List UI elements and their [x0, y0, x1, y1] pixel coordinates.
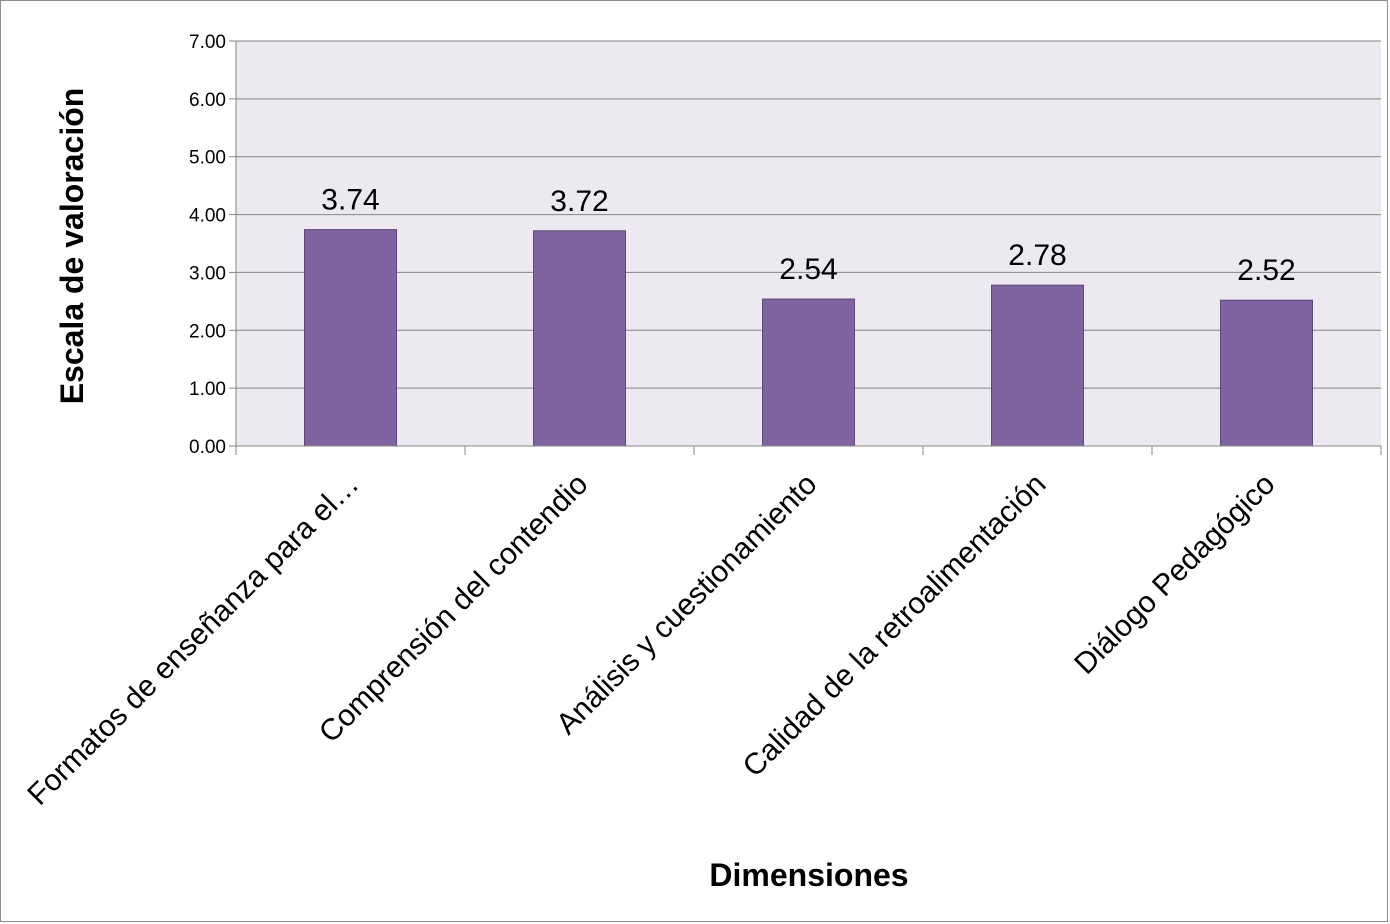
y-tick-label: 0.00 [189, 437, 226, 458]
x-axis-title: Dimensiones [709, 857, 908, 893]
category-label: Formatos de enseñanza para el… [21, 468, 365, 812]
data-label: 2.78 [1008, 239, 1066, 272]
axes [229, 40, 1382, 455]
category-label: Comprensión del contendio [313, 468, 595, 750]
category-label: Análisis y cuestionamiento [550, 468, 823, 741]
bar [1220, 299, 1313, 447]
y-tick-label: 5.00 [189, 148, 226, 169]
y-tick-label: 7.00 [189, 32, 226, 53]
data-label: 2.54 [779, 253, 837, 286]
y-tick-label: 6.00 [189, 90, 226, 111]
y-tick-label: 3.00 [189, 263, 226, 284]
y-axis-title: Escala de valoración [54, 88, 90, 405]
y-tick-label: 4.00 [189, 206, 226, 227]
data-label: 3.74 [321, 184, 379, 217]
bar [762, 298, 855, 447]
data-label: 3.72 [550, 185, 608, 218]
bar [304, 229, 397, 447]
bar [991, 284, 1084, 447]
y-tick-label: 1.00 [189, 379, 226, 400]
bar [533, 230, 626, 447]
category-label: Diálogo Pedagógico [1068, 468, 1281, 681]
data-label: 2.52 [1237, 254, 1295, 287]
y-tick-label: 2.00 [189, 321, 226, 342]
